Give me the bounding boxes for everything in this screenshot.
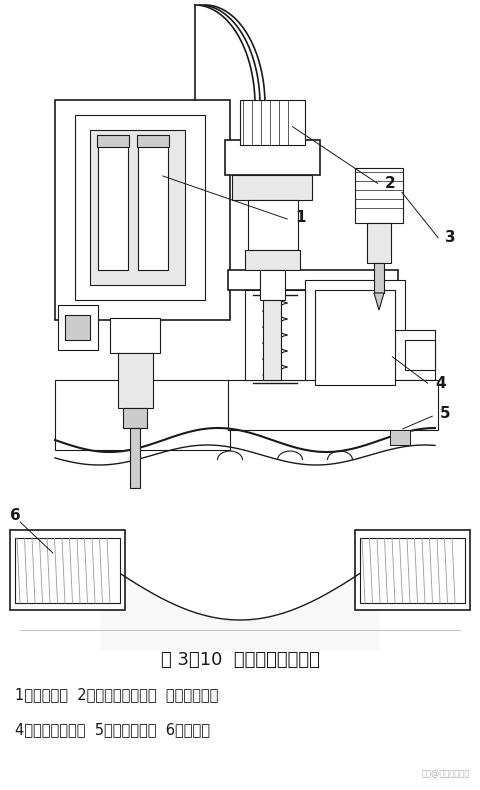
Bar — [260, 270, 285, 300]
Bar — [305, 280, 405, 400]
Polygon shape — [374, 293, 384, 310]
Bar — [90, 130, 185, 285]
Bar — [10, 530, 125, 610]
Bar — [367, 223, 391, 263]
Bar — [228, 270, 398, 290]
Text: 1－电磁头；  2－流量调节手柄；  外排气螺丝；: 1－电磁头； 2－流量调节手柄； 外排气螺丝； — [15, 687, 218, 702]
Bar — [405, 340, 435, 370]
Bar — [65, 315, 90, 340]
Bar — [138, 140, 168, 270]
Bar — [110, 318, 160, 353]
Bar — [355, 530, 470, 610]
Text: 1: 1 — [295, 210, 305, 225]
Bar — [130, 428, 140, 488]
Text: 5: 5 — [440, 405, 451, 420]
Bar — [390, 330, 435, 380]
Text: 4－电磁阀上腔；  5－橡皮隔膜；  6－导流孔: 4－电磁阀上腔； 5－橡皮隔膜； 6－导流孔 — [15, 723, 210, 738]
Text: 4: 4 — [435, 375, 445, 390]
Bar — [228, 380, 438, 430]
Bar — [390, 430, 410, 445]
Bar — [232, 175, 312, 200]
Bar — [245, 250, 300, 270]
Bar — [118, 353, 153, 408]
Polygon shape — [45, 450, 435, 650]
Text: 6: 6 — [10, 509, 21, 524]
Bar — [263, 300, 281, 380]
Bar — [75, 115, 205, 300]
Text: 2: 2 — [385, 175, 396, 190]
Text: 头条@电气自动化星: 头条@电气自动化星 — [421, 769, 470, 778]
Bar — [55, 100, 230, 320]
Text: 图 3－10  电磁阀结构示意图: 图 3－10 电磁阀结构示意图 — [161, 651, 319, 669]
Bar — [55, 380, 230, 450]
Bar — [98, 140, 128, 270]
Bar — [58, 305, 98, 350]
Bar — [374, 263, 384, 293]
Bar — [15, 538, 120, 603]
Bar — [137, 135, 169, 147]
Bar — [123, 408, 147, 428]
Bar — [315, 290, 395, 385]
Bar — [360, 538, 465, 603]
Bar — [225, 140, 320, 175]
Bar — [355, 168, 403, 223]
Bar — [240, 100, 305, 145]
Bar — [245, 290, 305, 380]
Bar — [248, 200, 298, 250]
Bar — [97, 135, 129, 147]
Text: 3: 3 — [445, 231, 456, 246]
